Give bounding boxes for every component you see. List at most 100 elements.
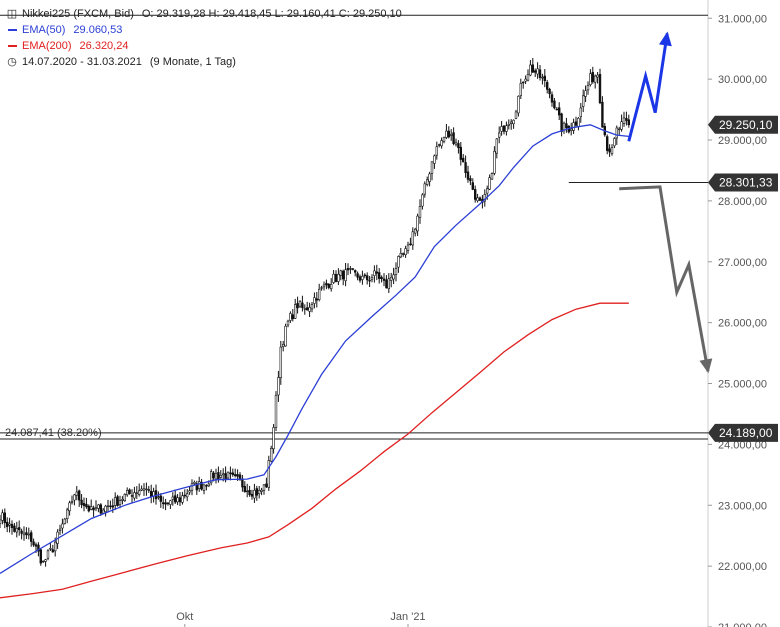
candle-body [130,495,134,497]
price-tag-support-28301: 28.301,33 [708,173,778,192]
candle-body [257,490,261,494]
candle-body [116,496,119,506]
candle-body [97,504,100,509]
bullish-projection-line [627,33,669,142]
price-tag-support-24189-bg [708,423,778,442]
candle-body [555,108,559,111]
candle-body [485,188,489,194]
candle-body [509,121,513,124]
candle-body [399,252,402,258]
price-tag-last-text: 29.250,10 [719,118,773,132]
candle-body [461,157,465,163]
candle-body [296,303,299,309]
candle-body [37,544,40,552]
candle-body [150,490,153,498]
candle-body [260,489,263,492]
candle-body [193,481,196,484]
candle-body [195,483,198,491]
bullish-projection-arrowhead [659,31,672,47]
candle-body [579,107,583,117]
ema200-label: EMA(200) [22,40,72,52]
candle-body [325,282,328,286]
candle-body [596,74,599,78]
candle-body [174,495,177,503]
candle-body [142,488,146,491]
candle-body [454,141,458,145]
candle-body [262,484,266,491]
candle-body [53,541,57,552]
candle-body [90,506,93,510]
candle-body [365,275,369,281]
candle-body [61,523,64,529]
price-tag-support-28301-text: 28.301,33 [719,176,773,190]
bearish-projection-arrowhead [699,358,713,374]
candle-body [212,472,215,479]
candle-body [421,194,424,207]
candle-body [32,541,35,546]
series-ema-200 [0,302,629,599]
candle-body [413,228,417,234]
candle-body [430,161,434,174]
series-ema-50 [0,124,629,574]
candle-body [497,132,501,138]
candle-body [466,171,470,180]
candle-body [231,472,234,475]
candle-body [126,490,129,496]
candle-body [565,123,568,129]
candle-body [85,503,88,508]
candle-body [20,530,23,534]
candle-body [411,231,414,246]
candle-body [313,297,316,304]
candle-body [102,509,105,514]
candlestick-icon: ◫ [6,8,18,20]
candle-body [157,496,160,498]
candle-body [49,548,52,550]
price-tag-last: 29.250,10 [708,115,778,134]
candle-body [265,483,268,488]
candle-body [495,138,498,154]
candle-body [253,489,256,499]
candle-body [140,488,143,491]
candle-body [613,138,616,147]
candle-body [183,494,186,497]
candle-body [488,177,491,190]
ema50-value: 29.060,53 [73,24,123,36]
candle-body [63,518,67,524]
candle-body [370,277,374,280]
candle-body [512,119,515,125]
candle-body [605,136,609,151]
candle-body [329,283,333,290]
candle-body [545,82,549,90]
candle-body [66,509,69,520]
candle-body [536,68,539,75]
candle-body [440,140,443,147]
candle-body [250,493,254,497]
candle-body [476,197,479,202]
candle-body [627,119,631,126]
candle-body [118,500,122,506]
candle-body [445,130,448,138]
candle-body [519,83,523,96]
candle-body [353,270,357,273]
candle-body [217,472,220,480]
candle-body [281,344,285,347]
candle-body [449,133,453,136]
candle-body [389,276,393,281]
candle-body [269,447,273,462]
candle-body [538,69,542,78]
candle-body [368,279,371,282]
candle-body [305,307,309,311]
candle-body [591,72,595,83]
candle-body [346,268,350,271]
candle-body [598,74,602,104]
candle-body [625,118,628,121]
candle-body [279,346,282,378]
candle-body [284,325,287,347]
candle-body [289,313,292,321]
y-tick-label: 23.000,00 [718,500,767,512]
candle-body [159,495,162,502]
candle-body [377,272,381,279]
candle-body [363,274,366,277]
ema50-label: EMA(50) [22,24,66,36]
